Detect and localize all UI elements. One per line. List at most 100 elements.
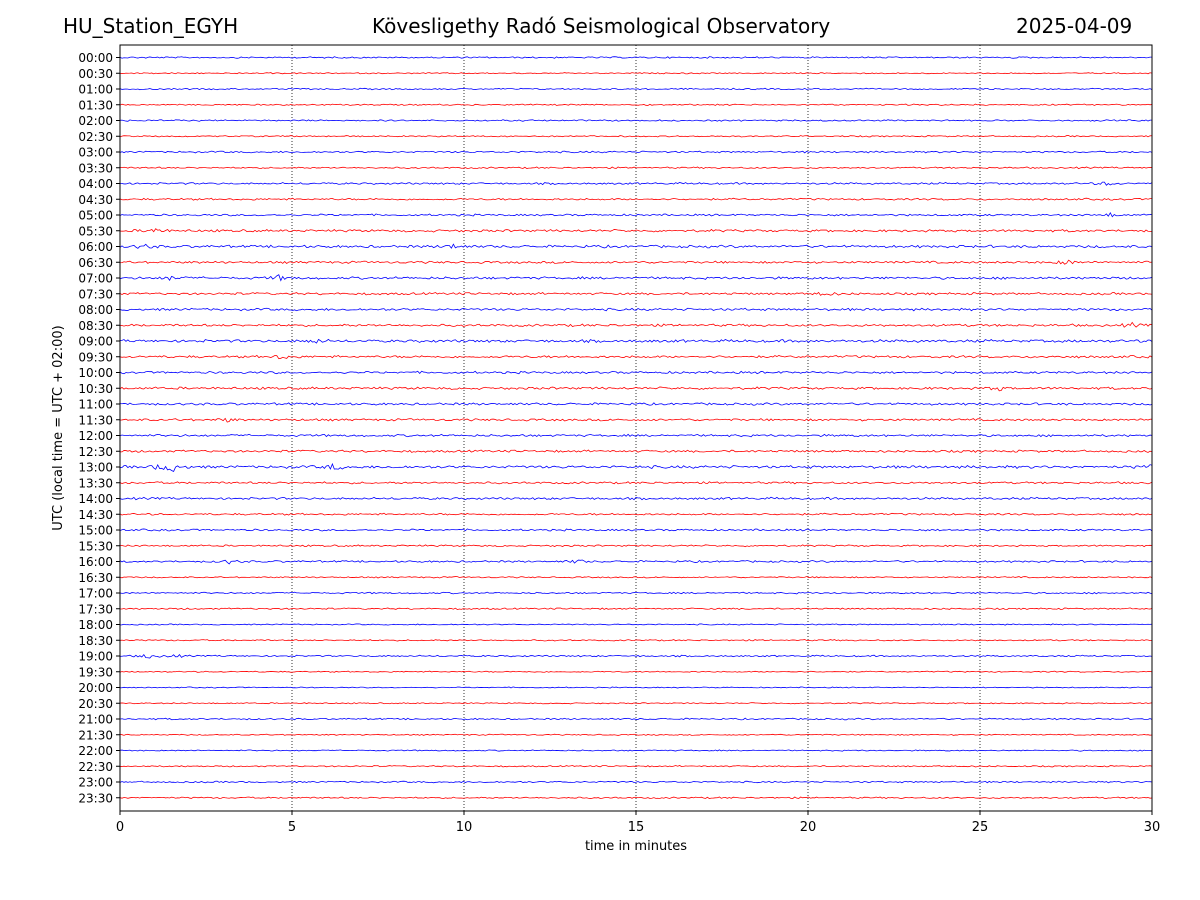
y-tick-label: 19:00 — [78, 650, 113, 664]
trace-0700 — [119, 274, 1153, 282]
trace-0600 — [119, 243, 1153, 249]
y-tick-label: 00:30 — [78, 67, 113, 81]
y-tick-label: 21:30 — [78, 728, 113, 742]
y-tick-label: 11:00 — [78, 398, 113, 412]
y-tick-label: 19:30 — [78, 665, 113, 679]
y-tick-label: 16:30 — [78, 571, 113, 585]
y-tick-label: 07:00 — [78, 272, 113, 286]
trace-1030 — [119, 386, 1153, 392]
y-tick-label: 21:00 — [78, 713, 113, 727]
trace-2030 — [119, 702, 1153, 705]
trace-0800 — [119, 307, 1153, 312]
x-axis-label: time in minutes — [585, 839, 687, 854]
observatory-title: Kövesligethy Radó Seismological Observat… — [372, 14, 831, 38]
trace-1630 — [119, 576, 1153, 579]
x-tick-label: 5 — [288, 820, 296, 835]
trace-2000 — [119, 686, 1153, 689]
trace-1600 — [119, 559, 1153, 565]
y-tick-label: 09:00 — [78, 335, 113, 349]
trace-1000 — [119, 370, 1153, 375]
trace-0130 — [119, 103, 1153, 106]
trace-1830 — [119, 639, 1153, 642]
y-tick-label: 03:30 — [78, 161, 113, 175]
y-tick-label: 08:00 — [78, 303, 113, 317]
trace-0900 — [119, 338, 1153, 344]
y-tick-label: 18:30 — [78, 634, 113, 648]
trace-1400 — [119, 496, 1153, 501]
trace-1930 — [119, 670, 1153, 673]
trace-1330 — [119, 481, 1153, 485]
y-tick-label: 02:30 — [78, 130, 113, 144]
y-tick-label: 01:00 — [78, 83, 113, 97]
y-tick-label: 07:30 — [78, 287, 113, 301]
station-name: HU_Station_EGYH — [63, 14, 239, 38]
y-tick-label: 05:00 — [78, 209, 113, 223]
y-tick-label: 10:00 — [78, 366, 113, 380]
x-tick-label: 10 — [456, 820, 473, 835]
x-tick-label: 15 — [628, 820, 645, 835]
x-tick-label: 30 — [1144, 820, 1161, 835]
y-tick-label: 14:30 — [78, 508, 113, 522]
trace-0200 — [119, 119, 1153, 122]
trace-0030 — [119, 72, 1153, 75]
trace-1500 — [119, 528, 1153, 532]
record-date: 2025-04-09 — [1016, 14, 1133, 38]
y-tick-label: 02:00 — [78, 114, 113, 128]
grid-lines — [291, 45, 981, 811]
y-tick-label: 00:00 — [78, 51, 113, 65]
trace-0230 — [119, 135, 1153, 138]
y-tick-label: 13:00 — [78, 461, 113, 475]
y-tick-label: 23:00 — [78, 776, 113, 790]
trace-0530 — [119, 228, 1153, 233]
y-tick-label: 22:00 — [78, 744, 113, 758]
trace-1130 — [119, 417, 1153, 423]
y-tick-label: 12:00 — [78, 429, 113, 443]
y-tick-label: 11:30 — [78, 413, 113, 427]
trace-0730 — [119, 291, 1153, 296]
y-tick-label: 06:30 — [78, 256, 113, 270]
y-tick-label: 12:30 — [78, 445, 113, 459]
y-tick-label: 03:00 — [78, 146, 113, 160]
trace-1700 — [119, 591, 1153, 595]
y-tick-label: 18:00 — [78, 618, 113, 632]
x-tick-label: 25 — [972, 820, 989, 835]
trace-0330 — [119, 166, 1153, 170]
y-tick-label: 01:30 — [78, 98, 113, 112]
y-tick-label: 16:00 — [78, 555, 113, 569]
y-tick-label: 17:30 — [78, 602, 113, 616]
trace-0930 — [119, 354, 1153, 360]
trace-1800 — [119, 623, 1153, 626]
trace-1230 — [119, 449, 1153, 453]
y-tick-label: 15:30 — [78, 539, 113, 553]
x-tick-label: 20 — [800, 820, 817, 835]
y-tick-label: 06:00 — [78, 240, 113, 254]
y-tick-label: 10:30 — [78, 382, 113, 396]
seismic-traces — [119, 56, 1153, 800]
trace-1900 — [119, 653, 1153, 659]
y-tick-label: 17:00 — [78, 587, 113, 601]
trace-2230 — [119, 765, 1153, 768]
y-axis-label: UTC (local time = UTC + 02:00) — [51, 325, 66, 530]
trace-0000 — [119, 56, 1152, 59]
y-tick-label: 20:30 — [78, 697, 113, 711]
trace-0630 — [119, 259, 1153, 265]
trace-2100 — [119, 717, 1153, 721]
trace-0100 — [119, 87, 1153, 91]
trace-2300 — [119, 780, 1153, 784]
y-tick-label: 05:30 — [78, 224, 113, 238]
y-tick-label: 23:30 — [78, 791, 113, 805]
y-tick-label: 15:00 — [78, 524, 113, 538]
trace-2330 — [119, 796, 1153, 800]
trace-2130 — [119, 733, 1153, 736]
x-tick-label: 0 — [116, 820, 124, 835]
y-tick-label: 04:00 — [78, 177, 113, 191]
trace-1430 — [119, 512, 1153, 516]
trace-2200 — [119, 749, 1153, 752]
trace-1200 — [119, 433, 1153, 438]
y-tick-label: 08:30 — [78, 319, 113, 333]
x-axis-ticks: 0 5 10 15 20 25 30 — [116, 811, 1160, 835]
y-tick-label: 22:30 — [78, 760, 113, 774]
y-tick-label: 13:30 — [78, 476, 113, 490]
